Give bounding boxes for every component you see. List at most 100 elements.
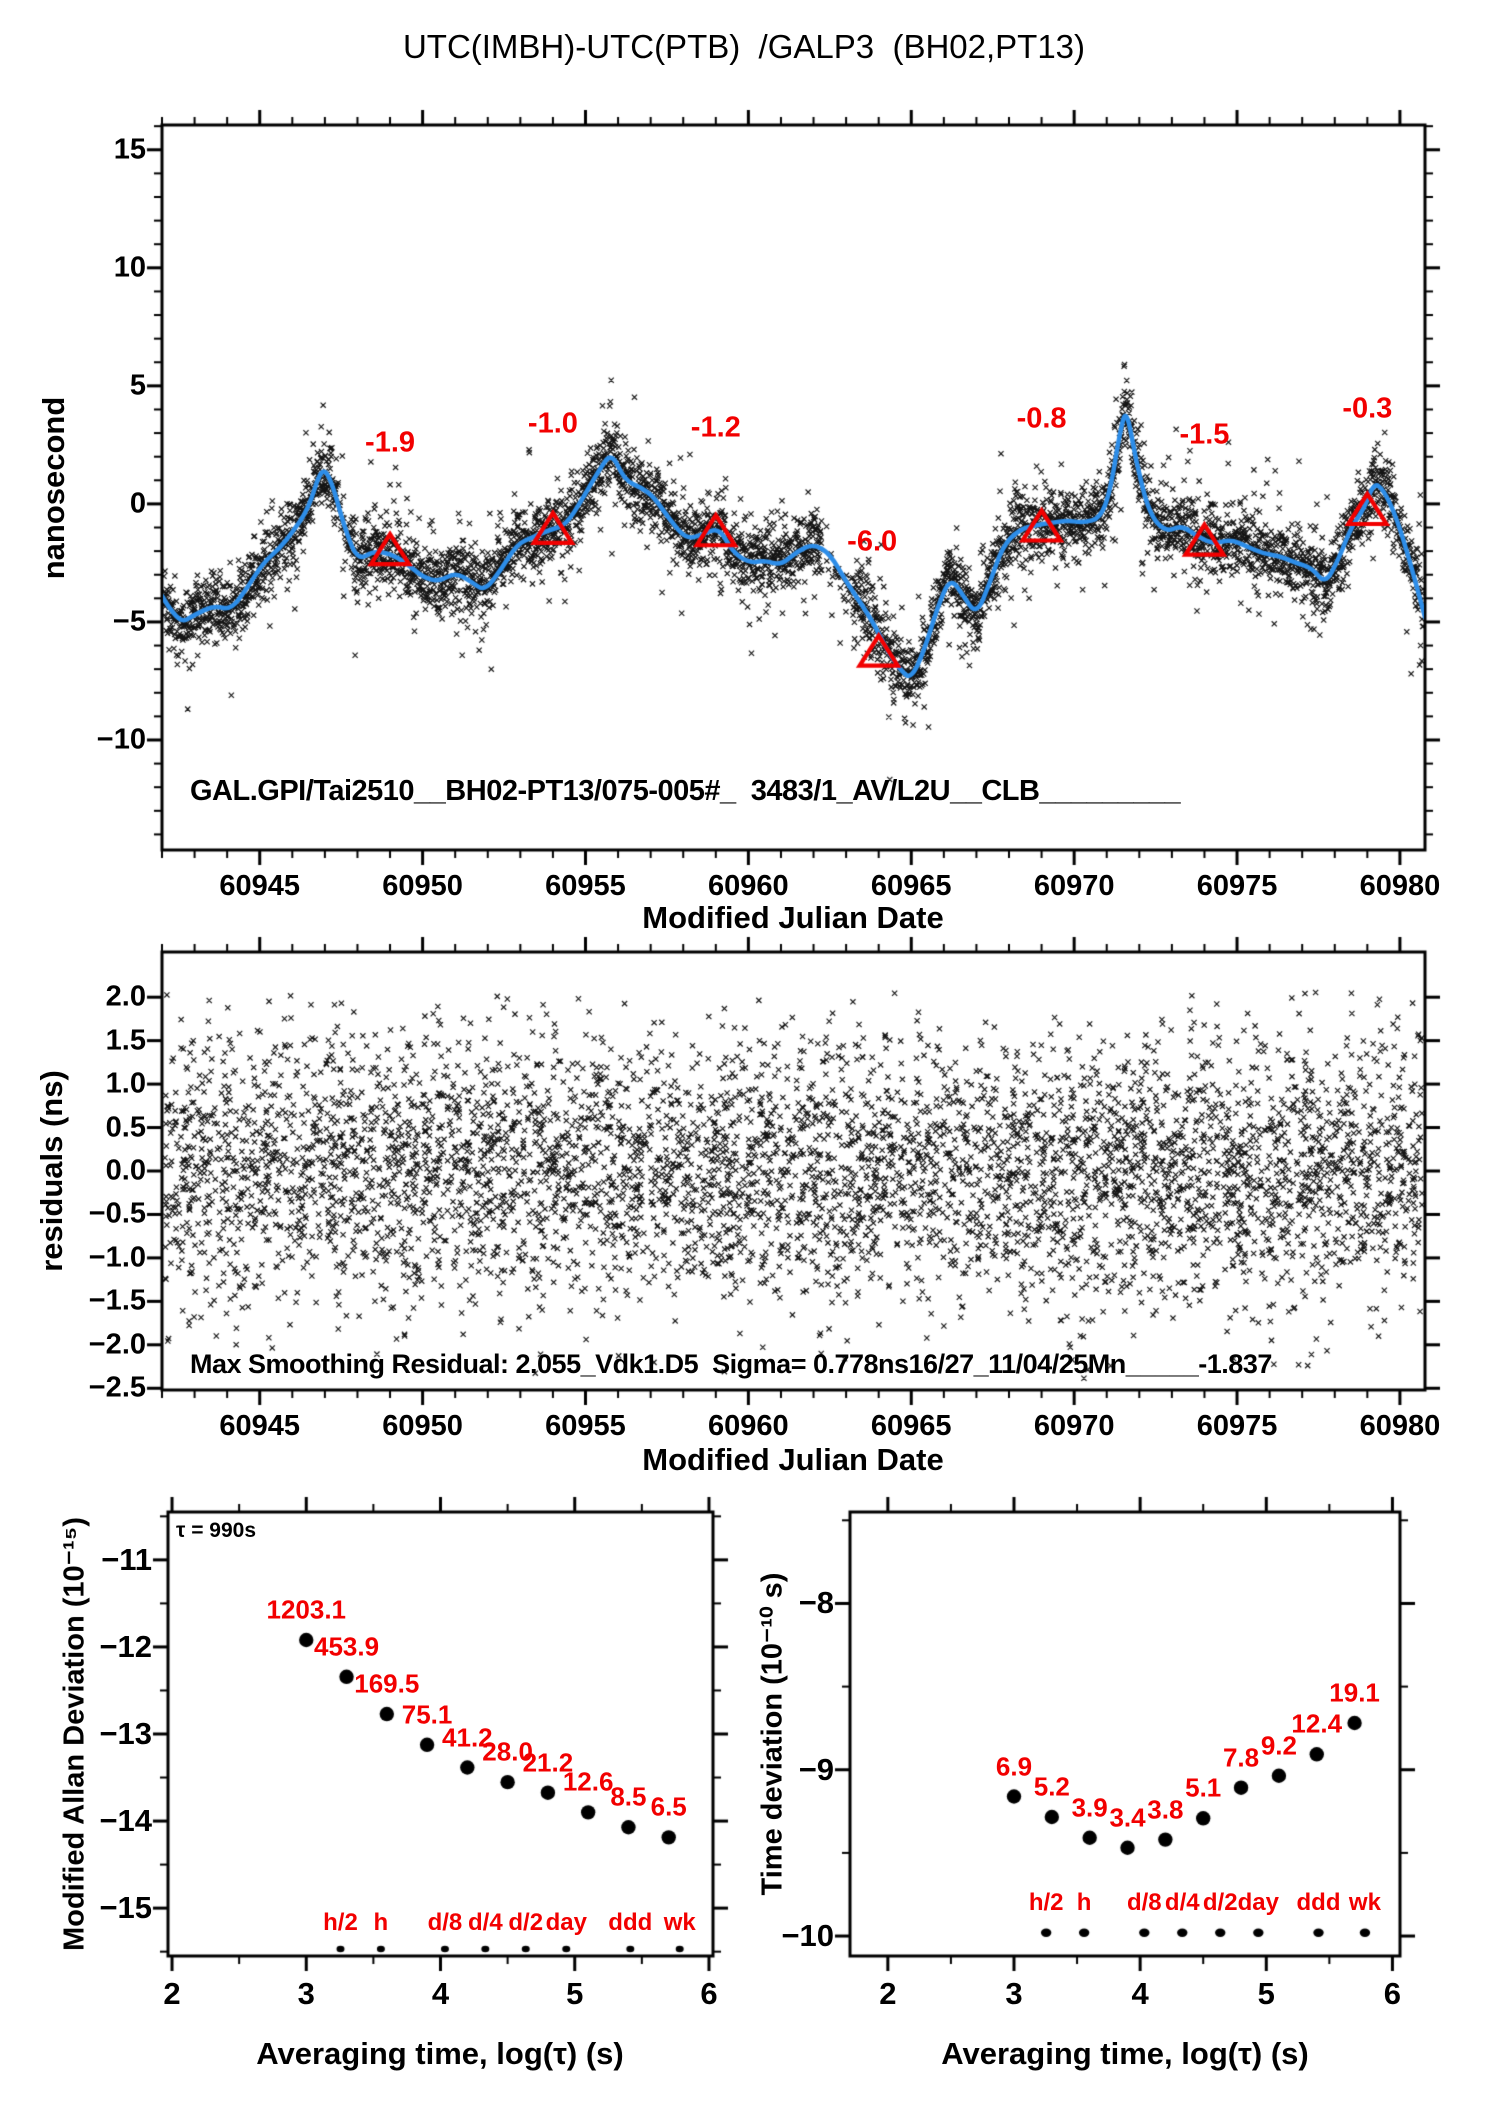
tau-mark-label: d/4 — [467, 1909, 503, 1936]
tau-mark-label: wk — [1348, 1888, 1381, 1916]
x-tick-label: 60975 — [1196, 870, 1278, 902]
y-tick-label: 0 — [129, 487, 146, 520]
deviation-value-label: 21.2 — [522, 1747, 574, 1778]
deviation-value-label: 9.2 — [1260, 1730, 1297, 1761]
phase-annotation: GAL.GPI/Tai2510__BH02-PT13/075-005#_ 348… — [190, 775, 1181, 807]
x-tick-label: 5 — [1257, 1976, 1275, 2011]
y-tick-label: 0.5 — [105, 1111, 146, 1144]
triangle-value-label: -1.2 — [690, 411, 741, 444]
deviation-value-label: 6.9 — [995, 1751, 1033, 1782]
x-tick-label: 60965 — [870, 870, 952, 902]
triangle-value-label: -0.8 — [1016, 402, 1067, 435]
y-tick-label: −10 — [781, 1918, 834, 1954]
phase-x-axis-label: Modified Julian Date — [642, 900, 944, 935]
tau-mark-label: d/2 — [1202, 1888, 1238, 1916]
deviation-value-label: 28.0 — [482, 1736, 533, 1767]
tau-mark-label: ddd — [608, 1909, 653, 1936]
deviation-value-label: 5.1 — [1185, 1772, 1222, 1803]
deviation-value-label: 3.4 — [1109, 1802, 1146, 1833]
deviation-value-label: 75.1 — [401, 1699, 453, 1730]
x-tick-label: 4 — [431, 1976, 450, 2011]
tau-mark-label: h/2 — [1028, 1888, 1064, 1916]
deviation-value-label: 41.2 — [442, 1722, 493, 1753]
deviation-value-label: 7.8 — [1222, 1742, 1260, 1773]
y-tick-label: −11 — [101, 1541, 152, 1577]
deviation-value-label: 8.5 — [610, 1781, 647, 1812]
residuals-x-axis-label: Modified Julian Date — [642, 1442, 944, 1477]
x-tick-label: 6 — [1383, 1976, 1402, 2011]
deviation-value-label: 453.9 — [313, 1631, 380, 1662]
tau-mark-label: h/2 — [323, 1909, 358, 1936]
deviation-value-label: 3.8 — [1147, 1794, 1184, 1825]
x-tick-label: 6 — [700, 1976, 718, 2011]
deviation-value-label: 12.4 — [1291, 1708, 1343, 1739]
y-tick-label: −15 — [99, 1890, 152, 1926]
deviation-value-label: 169.5 — [354, 1668, 420, 1699]
y-tick-label: −13 — [99, 1716, 152, 1751]
x-tick-label: 5 — [566, 1976, 584, 2011]
x-tick-label: 2 — [879, 1976, 897, 2011]
x-tick-label: 60955 — [545, 870, 626, 902]
residuals-annotation: Max Smoothing Residual: 2.055_Vdk1.D5 Si… — [190, 1349, 1272, 1379]
deviation-value-label: 6.5 — [650, 1791, 687, 1822]
x-tick-label: 60975 — [1196, 1410, 1278, 1442]
x-tick-label: 60960 — [708, 870, 789, 902]
x-tick-label: 60965 — [870, 1410, 952, 1442]
tau-mark-label: d/8 — [427, 1909, 463, 1936]
tdev-y-axis-label: Time deviation (10⁻¹⁰ s) — [756, 1572, 789, 1896]
tau-mark-label: day — [1237, 1888, 1280, 1916]
y-tick-label: −9 — [798, 1751, 834, 1787]
x-tick-label: 60970 — [1033, 870, 1115, 902]
x-tick-label: 60950 — [382, 1410, 463, 1442]
x-tick-label: 60980 — [1359, 870, 1441, 902]
mdev-tau-note: τ = 990s — [176, 1519, 257, 1542]
tau-mark-label: d/4 — [1164, 1888, 1200, 1916]
residuals-y-axis-label: residuals (ns) — [34, 1070, 69, 1272]
tau-mark-label: d/2 — [508, 1909, 544, 1936]
x-tick-label: 2 — [163, 1976, 181, 2011]
deviation-value-label: 1203.1 — [266, 1594, 347, 1625]
y-tick-label: −2.5 — [88, 1371, 146, 1404]
y-tick-label: 15 — [113, 133, 146, 166]
tdev-x-axis-label: Averaging time, log(τ) (s) — [941, 2036, 1309, 2071]
triangle-value-label: -1.5 — [1179, 418, 1230, 451]
y-tick-label: −12 — [99, 1628, 152, 1664]
x-tick-label: 3 — [297, 1976, 315, 2011]
x-tick-label: 60950 — [382, 870, 463, 902]
y-tick-label: −1.0 — [88, 1241, 146, 1274]
tau-mark-label: ddd — [1296, 1888, 1341, 1916]
y-tick-label: −14 — [99, 1803, 152, 1839]
tau-mark-label: h — [1076, 1888, 1092, 1916]
deviation-value-label: 3.9 — [1071, 1792, 1108, 1823]
triangle-value-label: -0.3 — [1342, 392, 1393, 425]
x-tick-label: 60960 — [708, 1410, 789, 1442]
mdev-y-axis-label: Modified Allan Deviation (10⁻¹⁵) — [58, 1517, 91, 1951]
tau-mark-label: day — [545, 1909, 587, 1936]
triangle-value-label: -6.0 — [847, 525, 898, 558]
x-tick-label: 60945 — [219, 1410, 301, 1442]
phase-y-axis-label: nanosecond — [36, 396, 71, 580]
tau-mark-label: wk — [663, 1909, 696, 1936]
y-tick-label: 10 — [113, 251, 146, 284]
deviation-value-label: 12.6 — [562, 1766, 614, 1797]
tau-mark-label: h — [373, 1909, 389, 1936]
deviation-value-label: 5.2 — [1033, 1771, 1070, 1802]
triangle-value-label: -1.0 — [527, 407, 578, 440]
deviation-value-label: 19.1 — [1329, 1677, 1380, 1708]
y-tick-label: 1.0 — [105, 1067, 146, 1100]
chart-title: UTC(IMBH)-UTC(PTB) /GALP3 (BH02,PT13) — [402, 28, 1086, 65]
y-tick-label: −10 — [96, 723, 146, 756]
y-tick-label: −8 — [798, 1585, 834, 1621]
y-tick-label: 1.5 — [105, 1024, 146, 1057]
x-tick-label: 60955 — [545, 1410, 626, 1442]
y-tick-label: 2.0 — [105, 980, 146, 1013]
y-tick-label: −5 — [112, 605, 146, 638]
y-tick-label: 0.0 — [105, 1154, 146, 1187]
y-tick-label: −0.5 — [88, 1197, 146, 1230]
y-tick-label: −2.0 — [88, 1328, 146, 1361]
x-tick-label: 4 — [1131, 1976, 1149, 2011]
tau-mark-label: d/8 — [1126, 1888, 1162, 1916]
x-tick-label: 60980 — [1359, 1410, 1441, 1442]
